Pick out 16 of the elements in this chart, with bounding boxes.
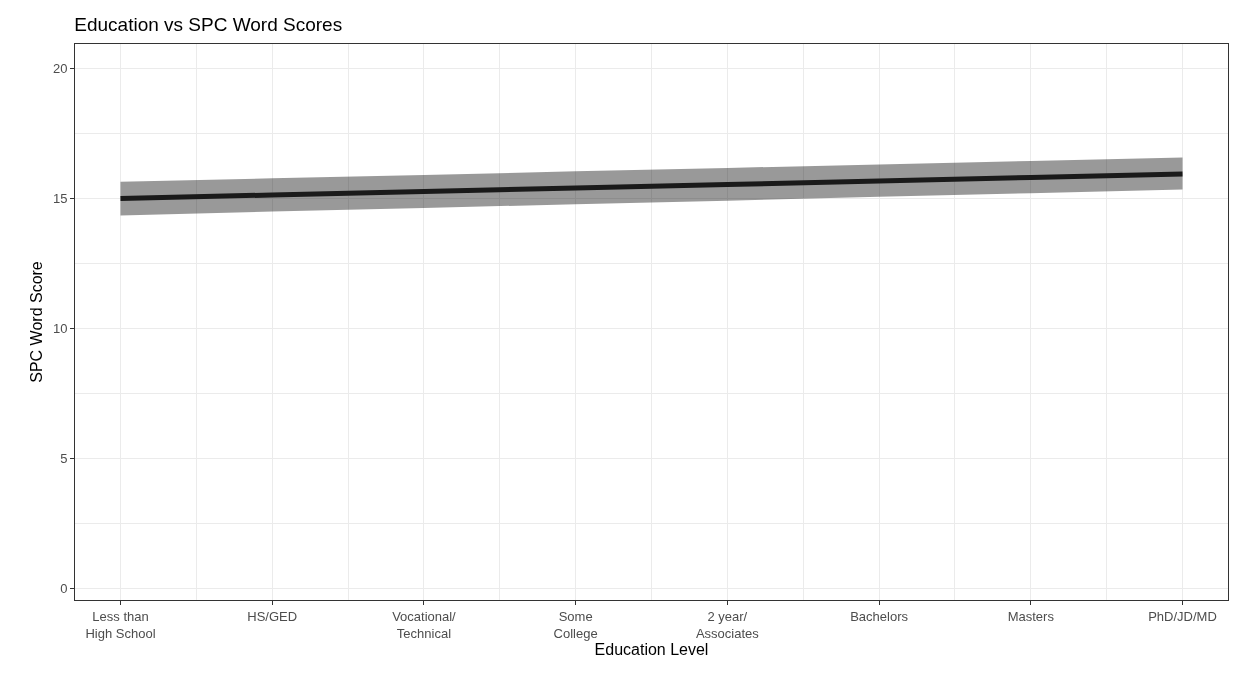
x-tick-label: 2 year/ Associates (695, 608, 760, 641)
x-tick-label: PhD/JD/MD (1148, 608, 1217, 624)
y-tick-label: 20 (52, 61, 68, 77)
x-tick-label: Less than High School (85, 608, 156, 641)
x-tick-label: Bachelors (850, 608, 909, 624)
x-tick-label: Vocational/ Technical (392, 608, 457, 641)
y-tick-label: 10 (52, 321, 68, 337)
y-tick-label: 5 (60, 450, 68, 466)
x-tick-label: HS/GED (247, 608, 298, 624)
y-axis-title: SPC Word Score (27, 261, 45, 383)
chart-title: Education vs SPC Word Scores (74, 13, 343, 35)
x-axis-title: Education Level (594, 641, 709, 659)
x-tick-label: Some College (553, 608, 598, 641)
y-tick-label: 0 (60, 580, 68, 596)
y-tick-label: 15 (52, 191, 68, 207)
x-tick-label: Masters (1007, 608, 1055, 624)
